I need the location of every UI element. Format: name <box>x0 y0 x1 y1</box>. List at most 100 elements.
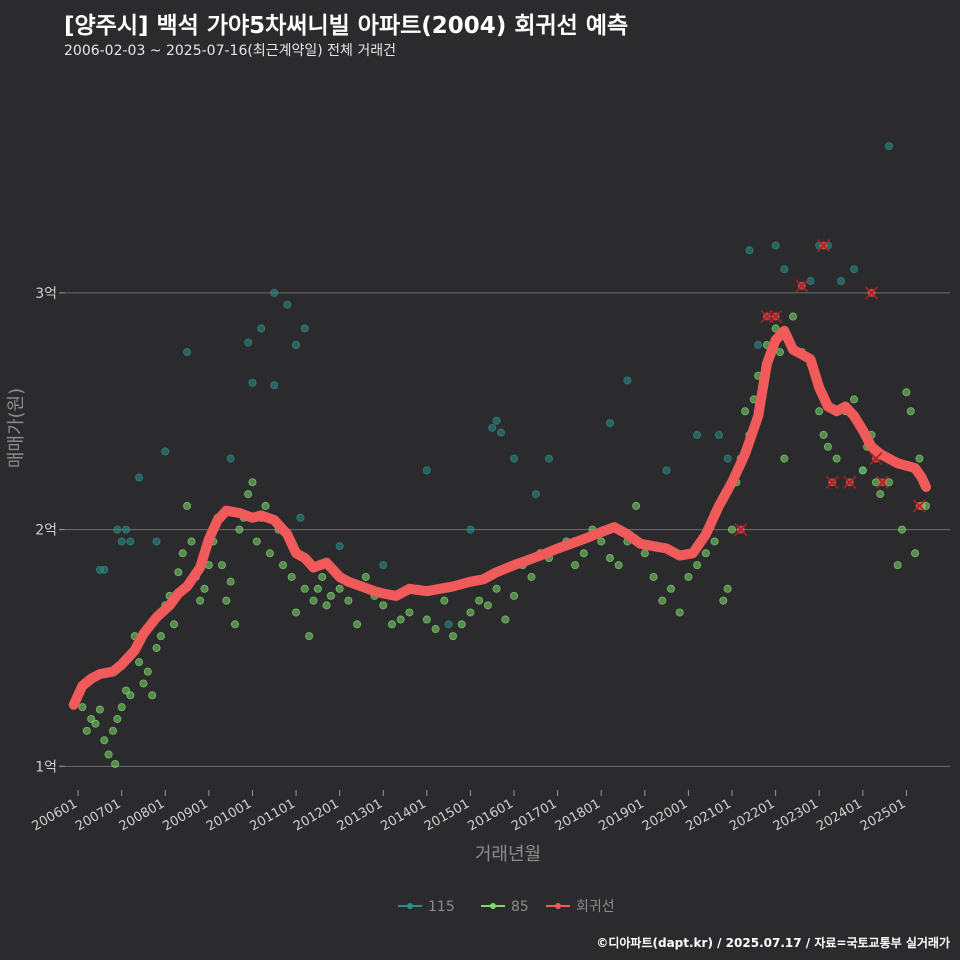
data-point-85 <box>527 572 536 581</box>
data-point-85 <box>278 561 287 570</box>
regression-point-cross <box>875 475 889 489</box>
data-point-85 <box>741 407 750 416</box>
data-point-115 <box>771 241 780 250</box>
data-point-115 <box>122 525 131 534</box>
data-point-85 <box>187 537 196 546</box>
data-point-115 <box>837 277 846 286</box>
data-point-85 <box>318 572 327 581</box>
data-point-85 <box>91 719 100 728</box>
data-point-85 <box>771 324 780 333</box>
y-tick-label: 1억 <box>35 759 57 775</box>
data-point-115 <box>850 265 859 274</box>
data-point-115 <box>161 447 170 456</box>
data-point-85 <box>666 584 675 593</box>
data-point-85 <box>252 537 261 546</box>
data-point-115 <box>113 525 122 534</box>
data-point-85 <box>632 501 641 510</box>
data-point-115 <box>780 265 789 274</box>
x-tick-label: 200901 <box>160 796 210 834</box>
legend-label: 85 <box>511 899 529 915</box>
data-point-85 <box>449 632 458 641</box>
data-point-115 <box>510 454 519 463</box>
data-point-115 <box>466 525 475 534</box>
data-point-115 <box>693 430 702 439</box>
data-point-85 <box>174 568 183 577</box>
data-point-115 <box>270 288 279 297</box>
data-point-85 <box>898 525 907 534</box>
x-tick-label: 202301 <box>771 796 821 834</box>
x-tick-label: 201601 <box>466 796 516 834</box>
data-point-115 <box>745 246 754 255</box>
x-axis-title: 거래년월 <box>475 844 541 865</box>
x-tick-label: 201201 <box>291 796 341 834</box>
data-point-85 <box>876 490 885 499</box>
data-point-115 <box>422 466 431 475</box>
data-point-85 <box>431 625 440 634</box>
data-point-85 <box>579 549 588 558</box>
x-tick-label: 201101 <box>248 796 298 834</box>
regression-point-cross <box>795 279 809 293</box>
data-point-85 <box>440 596 449 605</box>
data-point-115 <box>662 466 671 475</box>
data-point-85 <box>322 601 331 610</box>
x-tick-label: 200801 <box>117 796 167 834</box>
x-tick-label: 202201 <box>727 796 777 834</box>
x-tick-label: 201901 <box>596 796 646 834</box>
data-point-85 <box>111 759 120 768</box>
regression-point-cross <box>734 523 748 537</box>
regression-point-cross <box>912 499 927 513</box>
data-point-85 <box>501 615 510 624</box>
data-point-85 <box>693 561 702 570</box>
data-point-85 <box>292 608 301 617</box>
data-point-85 <box>313 584 322 593</box>
data-point-115 <box>496 428 505 437</box>
data-point-85 <box>701 549 710 558</box>
data-point-85 <box>710 537 719 546</box>
legend-label: 115 <box>428 899 455 915</box>
data-point-85 <box>244 490 253 499</box>
data-point-85 <box>95 705 104 714</box>
legend-dot-회귀선 <box>555 903 561 909</box>
x-tick-label: 202101 <box>684 796 734 834</box>
data-point-85 <box>104 750 113 759</box>
data-point-85 <box>265 549 274 558</box>
data-point-85 <box>723 584 732 593</box>
data-point-85 <box>100 736 109 745</box>
data-point-85 <box>169 620 178 629</box>
data-point-115 <box>806 277 815 286</box>
data-point-115 <box>100 565 109 574</box>
data-point-115 <box>544 454 553 463</box>
data-point-85 <box>605 554 614 563</box>
data-point-85 <box>902 388 911 397</box>
data-point-85 <box>126 691 135 700</box>
legend-dot-85 <box>490 903 496 909</box>
data-point-115 <box>300 324 309 333</box>
data-point-85 <box>108 726 117 735</box>
regression-line-group <box>68 325 931 710</box>
legend-dot-115 <box>407 903 413 909</box>
data-point-85 <box>922 501 931 510</box>
data-point-85 <box>387 620 396 629</box>
data-point-115 <box>183 348 192 357</box>
data-point-85 <box>248 478 257 487</box>
data-point-85 <box>658 596 667 605</box>
data-point-115 <box>270 381 279 390</box>
y-tick-label: 3억 <box>35 286 57 302</box>
data-point-85 <box>156 632 165 641</box>
regression-markers <box>734 238 927 537</box>
data-point-85 <box>113 714 122 723</box>
data-point-85 <box>183 501 192 510</box>
data-point-115 <box>126 537 135 546</box>
data-point-85 <box>649 572 658 581</box>
legend: 115 85 회귀선 <box>398 899 615 915</box>
y-axis-title: 매매가(원) <box>6 388 27 468</box>
x-tick-label: 201001 <box>204 796 254 834</box>
data-point-85 <box>815 407 824 416</box>
x-tick-label: 201701 <box>509 796 559 834</box>
data-point-115 <box>379 561 388 570</box>
data-point-115 <box>723 454 732 463</box>
regression-point-cross <box>769 309 783 324</box>
x-tick-label: 200701 <box>73 796 123 834</box>
data-point-85 <box>117 703 126 712</box>
